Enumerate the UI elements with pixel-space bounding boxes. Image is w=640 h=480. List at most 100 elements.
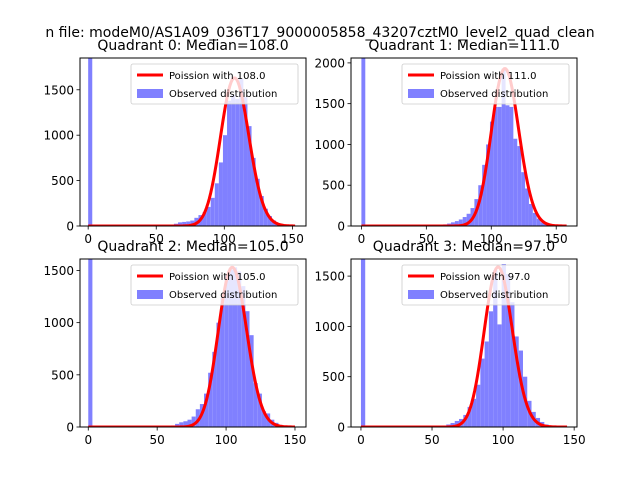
hist-bar — [505, 274, 511, 427]
x-tick-label: 50 — [419, 232, 434, 246]
x-tick-label: 100 — [213, 232, 236, 246]
hist-bar — [206, 206, 211, 226]
hist-bar — [513, 138, 518, 226]
hist-bar — [510, 302, 515, 427]
x-tick-label: 0 — [358, 232, 366, 246]
hist-bar — [501, 68, 506, 226]
axes-frame-0 — [79, 57, 307, 227]
legend-box — [130, 264, 299, 306]
subplot-title: Quadrant 3: Median=97.0 — [373, 239, 555, 255]
legend-hist-label: Observed distribution — [169, 290, 277, 301]
hist-bar — [540, 222, 545, 226]
x-tick-label: 100 — [480, 232, 503, 246]
hist-bar — [212, 351, 217, 427]
hist-bar — [243, 97, 248, 226]
x-tick-label: 50 — [424, 433, 439, 447]
hist-bar — [478, 185, 483, 226]
hist-bar — [182, 221, 187, 226]
hist-bar — [501, 264, 506, 427]
hist-bar — [228, 269, 233, 427]
hist-bar — [241, 286, 246, 427]
hist-bar — [222, 135, 228, 226]
hist-bar — [528, 203, 533, 226]
x-tick-label: 150 — [545, 232, 568, 246]
hist-bar — [227, 100, 232, 226]
legend-hist-swatch — [137, 290, 163, 299]
hist-bar — [462, 217, 467, 226]
hist-bar — [245, 311, 250, 427]
hist-bar — [231, 95, 236, 226]
hist-bar — [259, 196, 264, 226]
hist-bar — [210, 197, 215, 226]
x-tick-label: 150 — [281, 232, 304, 246]
hist-bar — [255, 178, 260, 226]
legend-hist-swatch — [408, 89, 434, 98]
x-tick-label: 0 — [84, 433, 92, 447]
poisson-fit-line — [88, 76, 296, 226]
hist-bar — [195, 409, 200, 427]
y-tick-label: 1500 — [314, 270, 345, 284]
poisson-fit-line — [360, 265, 568, 427]
hist-bar — [482, 164, 487, 226]
hist-bar — [216, 322, 221, 427]
hist-bar — [476, 384, 481, 427]
y-tick-label: 1000 — [314, 320, 345, 334]
hist-bar — [458, 219, 463, 226]
hist-bar — [497, 106, 502, 226]
legend-fit-label: Poission with 105.0 — [169, 272, 265, 283]
hist-bar — [208, 372, 213, 427]
hist-bar — [505, 105, 510, 226]
hist-bar — [360, 259, 366, 427]
legend-fit-label: Poission with 97.0 — [440, 272, 530, 283]
hist-bar — [214, 183, 219, 226]
hist-bar — [497, 324, 502, 427]
hist-bar — [514, 336, 519, 427]
legend-hist-label: Observed distribution — [440, 290, 548, 301]
hist-bar — [187, 419, 192, 427]
hist-bar — [253, 383, 258, 427]
hist-bar — [489, 121, 494, 226]
axes-frame-1 — [350, 57, 578, 227]
y-tick-label: 500 — [322, 370, 345, 384]
y-tick-label: 500 — [51, 174, 74, 188]
y-tick-label: 0 — [66, 421, 74, 435]
x-tick-label: 100 — [215, 433, 238, 447]
legend-hist-label: Observed distribution — [440, 89, 548, 100]
legend-hist-swatch — [408, 290, 434, 299]
legend-fit-label: Poission with 111.0 — [440, 71, 536, 82]
hist-bar — [509, 106, 514, 226]
hist-bar — [450, 422, 455, 427]
hist-bar — [493, 106, 498, 226]
hist-bar — [518, 350, 523, 427]
plot-area-2 — [88, 259, 296, 427]
y-tick-label: 1500 — [43, 83, 74, 97]
hist-bar — [454, 420, 460, 427]
hist-bar — [484, 341, 489, 427]
y-tick-label: 1000 — [314, 138, 345, 152]
plot-area-3 — [360, 259, 568, 427]
legend-hist-swatch — [137, 89, 163, 98]
hist-bar — [488, 311, 494, 427]
hist-bar — [471, 398, 477, 427]
poisson-fit-line — [88, 265, 296, 427]
figure-suptitle: n file: modeM0/AS1A09_036T17_9000005858_… — [45, 25, 594, 41]
hist-bar — [267, 216, 272, 226]
legend-fit-label: Poission with 108.0 — [169, 71, 265, 82]
legend-0: Poission with 108.0 Observed distribution — [130, 63, 299, 105]
subplot-title: Quadrant 2: Median=105.0 — [97, 239, 288, 255]
hist-bar — [178, 222, 183, 226]
y-tick-label: 500 — [322, 179, 345, 193]
plot-area-0 — [88, 58, 296, 226]
hist-bar — [517, 146, 522, 226]
y-tick-label: 1000 — [43, 316, 74, 330]
y-tick-label: 1000 — [43, 129, 74, 143]
x-tick-label: 50 — [149, 232, 164, 246]
hist-bar — [204, 393, 209, 427]
hist-bar — [190, 220, 195, 226]
y-tick-label: 2000 — [314, 56, 345, 70]
legend-3: Poission with 97.0 Observed distribution — [401, 264, 570, 306]
